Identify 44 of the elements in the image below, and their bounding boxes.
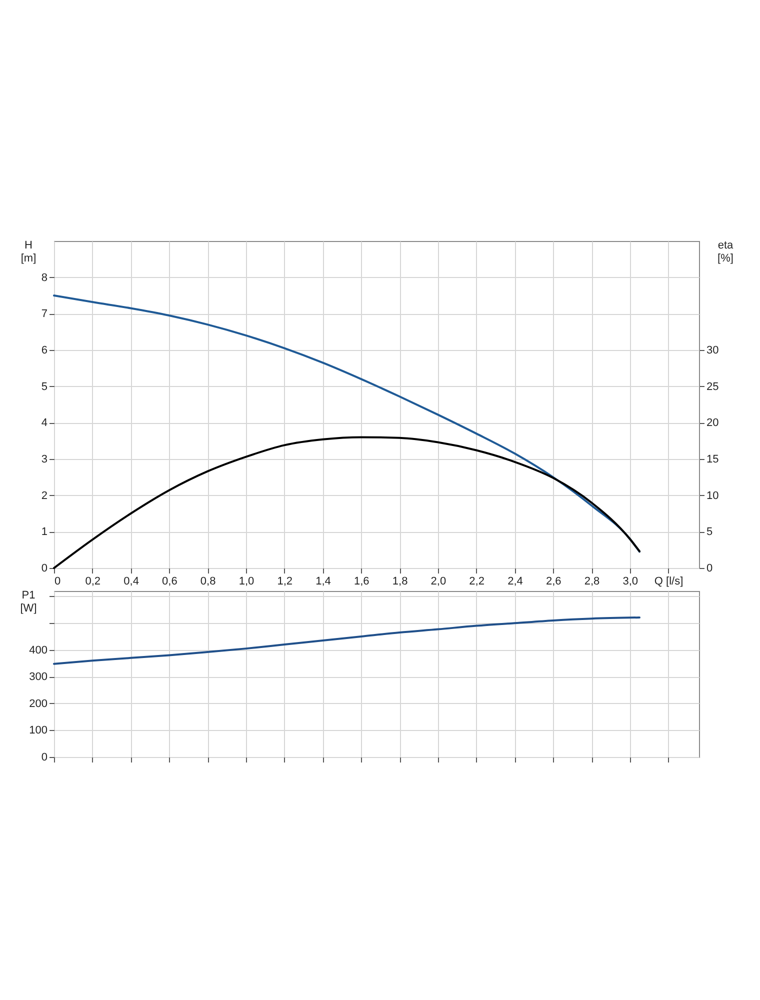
x-tick-label: 2,4 (508, 576, 523, 588)
x-tick-label: 2,6 (546, 576, 562, 588)
y2-tick-label: 20 (706, 417, 719, 430)
y-tick-label: 3 (41, 454, 48, 466)
y-tick-label: 100 (29, 724, 48, 737)
x-tick-label: Q [l/s] (654, 576, 684, 588)
y-tick-label: 7 (41, 308, 48, 320)
y-tick-label: 1 (41, 526, 48, 538)
y-tick-label: 0 (41, 562, 48, 574)
x-tick-label: 1,0 (238, 576, 254, 588)
x-tick-label: 2,8 (584, 576, 600, 588)
y2-tick-label: 0 (706, 562, 713, 574)
y-tick-label: 5 (41, 380, 48, 393)
y-tick-label: 400 (29, 644, 48, 656)
x-tick-label: 1,6 (354, 576, 370, 588)
y2-tick-label: 5 (706, 526, 713, 538)
x-tick-label: 0,2 (85, 576, 101, 588)
y-tick-label: 0 (41, 752, 48, 764)
y2-axis-title: eta [%] (718, 240, 734, 264)
x-tick-label: 0,8 (200, 576, 216, 588)
y-tick-label: 8 (41, 272, 48, 284)
y-tick-label: 300 (29, 671, 48, 684)
x-tick-label: 2,2 (469, 576, 484, 588)
x-tick-label: 0 (54, 576, 61, 588)
y-axis-title: H [m] (20, 240, 36, 264)
y2-tick-label: 25 (706, 380, 719, 393)
y2-tick-label: 30 (706, 344, 719, 356)
y2-tick-label: 15 (706, 454, 719, 466)
x-tick-label: 1,2 (277, 576, 293, 588)
x-tick-label: 2,0 (430, 576, 446, 588)
y-tick-label: 4 (41, 417, 48, 430)
y-tick-label: 6 (41, 344, 48, 356)
line-series (53, 616, 640, 665)
y-tick-label: 2 (41, 490, 48, 502)
x-tick-label: 1,8 (392, 576, 408, 588)
x-tick-label: 1,4 (316, 576, 331, 588)
x-tick-label: 0,6 (162, 576, 178, 588)
x-tick-label: 0,4 (124, 576, 139, 588)
x-tick-label: 3,0 (622, 576, 638, 588)
line-series (53, 436, 640, 569)
line-series (53, 294, 640, 553)
y-tick-label: 200 (29, 698, 48, 710)
y-axis-title: P1 [W] (20, 590, 37, 614)
y2-tick-label: 10 (706, 490, 719, 502)
